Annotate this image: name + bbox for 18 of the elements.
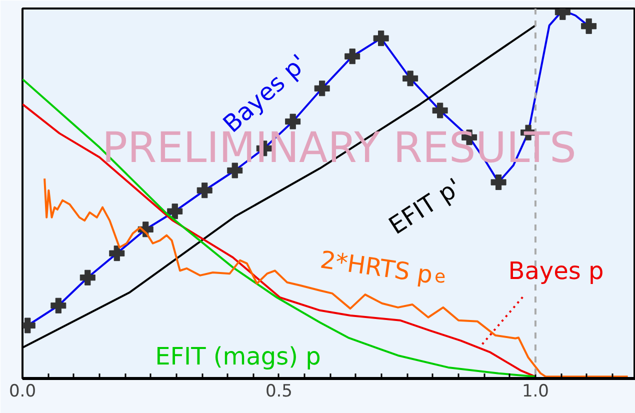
x-tick-label: 0.0 xyxy=(8,382,36,402)
point xyxy=(80,270,96,286)
point xyxy=(432,102,448,118)
point xyxy=(109,246,125,262)
point xyxy=(344,48,360,64)
point xyxy=(402,70,418,86)
point xyxy=(196,182,212,198)
x-tick-label: 0.5 xyxy=(265,382,293,402)
text: Bayes p xyxy=(508,257,604,286)
point xyxy=(50,298,66,314)
point xyxy=(167,204,183,220)
point xyxy=(373,30,389,46)
series-label: EFIT (mags) p xyxy=(155,342,321,370)
point xyxy=(581,18,597,34)
point xyxy=(314,80,330,96)
x-tick-label: 1.0 xyxy=(522,382,549,402)
point xyxy=(490,174,506,190)
text: 2*HRTS pe xyxy=(318,246,446,290)
